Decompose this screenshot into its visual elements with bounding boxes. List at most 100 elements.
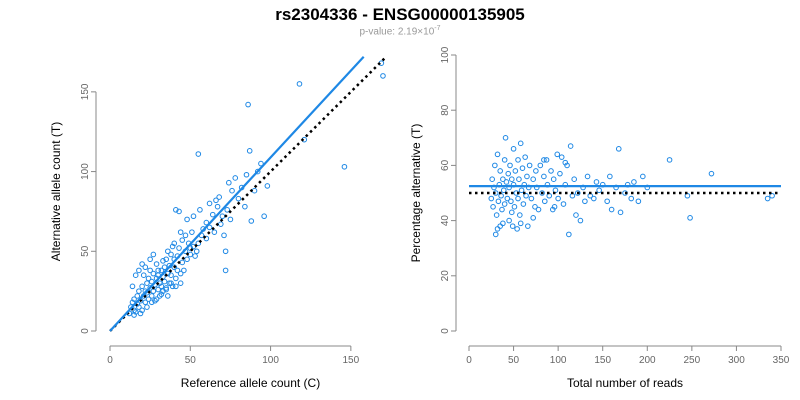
plot2-data-point bbox=[490, 204, 496, 210]
plot1-data-point bbox=[380, 73, 386, 79]
plot2-data-point bbox=[494, 226, 501, 232]
plot1-y-tick-label: 0 bbox=[80, 328, 91, 334]
chart-title: rs2304336 - ENSG00000135905 bbox=[275, 5, 525, 24]
plot2-data-point bbox=[535, 206, 542, 213]
plot1-data-point bbox=[153, 261, 160, 267]
plot1-data-point bbox=[158, 267, 165, 274]
plot2-x-tick-label: 0 bbox=[466, 355, 472, 366]
plot1-data-point bbox=[261, 213, 267, 220]
plot2-data-point bbox=[607, 173, 613, 180]
plot1-data-point bbox=[203, 219, 210, 226]
p-value-text: p-value: 2.19×10 bbox=[359, 26, 435, 38]
plot1-data-point bbox=[142, 264, 149, 271]
plot2-data-point bbox=[596, 187, 602, 194]
plot1-data-point bbox=[235, 195, 242, 202]
plot1-y-tick-label: 100 bbox=[80, 163, 91, 180]
plot1-data-point bbox=[264, 183, 271, 189]
plot2-data-point bbox=[708, 170, 715, 177]
plot1-data-point bbox=[193, 248, 200, 255]
plot2-data-point bbox=[558, 154, 565, 160]
plot2-data-point bbox=[574, 190, 581, 196]
plot2-data-point bbox=[522, 154, 528, 160]
plot1-data-point bbox=[296, 81, 303, 87]
plot2-data-point bbox=[501, 201, 508, 207]
plot1-data-point bbox=[163, 256, 169, 263]
plot1-data-point bbox=[195, 151, 202, 157]
plot1-data-point bbox=[174, 267, 181, 274]
plot1-data-point bbox=[203, 235, 210, 242]
plot1-data-point bbox=[184, 256, 190, 263]
plot1-data-point bbox=[173, 275, 179, 282]
plot1-y-tick-label: 150 bbox=[80, 83, 91, 100]
plot1-data-point bbox=[155, 267, 161, 274]
plot1-data-point bbox=[192, 253, 198, 259]
plot1-data-point bbox=[144, 280, 150, 286]
plot1-reference-line bbox=[109, 55, 388, 332]
plot1-data-point bbox=[158, 291, 165, 298]
plot2-data-point bbox=[604, 198, 610, 205]
plot1-data-point bbox=[209, 211, 216, 218]
plot2-data-point bbox=[666, 157, 673, 163]
plot2-data-point bbox=[519, 165, 526, 171]
plot1-data-point bbox=[224, 207, 231, 213]
plot1-data-point bbox=[136, 304, 142, 310]
plot2-data-point bbox=[764, 195, 771, 202]
plot2-data-point bbox=[492, 231, 499, 238]
plot1-data-point bbox=[243, 171, 250, 178]
plot2-data-point bbox=[573, 212, 579, 218]
plot1-data-point bbox=[147, 256, 153, 263]
plot1-data-point bbox=[148, 278, 155, 285]
plot2-y-tick-label: 60 bbox=[440, 159, 451, 171]
plot1-data-point bbox=[148, 299, 155, 306]
plot2-y-axis-label: Percentage alternative (T) bbox=[409, 124, 423, 263]
plot2-x-axis-label: Total number of reads bbox=[567, 376, 683, 390]
plot2-data-point bbox=[577, 217, 584, 224]
plot2-data-point bbox=[497, 223, 504, 229]
plot1-data-point bbox=[139, 261, 145, 267]
plot1-data-point bbox=[197, 207, 203, 213]
plot1-data-point bbox=[168, 280, 174, 286]
plot1-data-point bbox=[216, 194, 222, 200]
plot1-data-point bbox=[226, 179, 232, 186]
plot1-data-point bbox=[131, 312, 137, 318]
plot2-data-point bbox=[520, 201, 527, 207]
plot2-data-point bbox=[582, 198, 588, 205]
plot2-data-point bbox=[500, 220, 506, 227]
plot1-data-point bbox=[169, 283, 176, 290]
plot2-data-point bbox=[525, 223, 531, 229]
plot2-data-point bbox=[488, 195, 495, 202]
plot1-data-point bbox=[254, 168, 261, 175]
plot1-data-point bbox=[148, 293, 155, 299]
plot1-data-point bbox=[134, 293, 141, 299]
plot2-data-point bbox=[528, 195, 535, 202]
plot1-data-point bbox=[147, 267, 153, 274]
plot1-data-point bbox=[160, 258, 166, 264]
plot2-y-tick-label: 80 bbox=[440, 104, 451, 116]
plot2-data-point bbox=[541, 173, 547, 180]
plot2-x-tick-label: 100 bbox=[550, 355, 567, 366]
plot1-data-point bbox=[232, 175, 239, 181]
plot2-y-tick-label: 20 bbox=[440, 270, 451, 282]
plot2-data-point bbox=[537, 162, 544, 169]
plot2-data-point bbox=[543, 157, 550, 163]
plot1-data-point bbox=[173, 207, 179, 213]
plot2-data-point bbox=[493, 212, 500, 218]
plot2-data-point bbox=[510, 146, 517, 152]
plot2-data-point bbox=[593, 179, 600, 185]
plot1-data-point bbox=[144, 304, 150, 310]
plot2-data-point bbox=[508, 209, 515, 216]
plot1-data-point bbox=[182, 232, 189, 239]
plot2-data-point bbox=[566, 231, 572, 238]
plot1-data-point bbox=[165, 270, 171, 277]
plot2-data-point bbox=[530, 215, 536, 221]
plot1-data-point bbox=[221, 232, 227, 239]
plot1-y-tick-label: 50 bbox=[80, 245, 91, 257]
plot2-y-tick-label: 100 bbox=[440, 46, 451, 63]
plot1-data-point bbox=[136, 267, 142, 274]
plot1-data-point bbox=[150, 270, 157, 277]
plot2-data-point bbox=[492, 162, 498, 169]
plot1-x-tick-label: 150 bbox=[343, 355, 360, 366]
plot1-data-point bbox=[195, 240, 202, 247]
plot1-data-point bbox=[206, 200, 213, 207]
